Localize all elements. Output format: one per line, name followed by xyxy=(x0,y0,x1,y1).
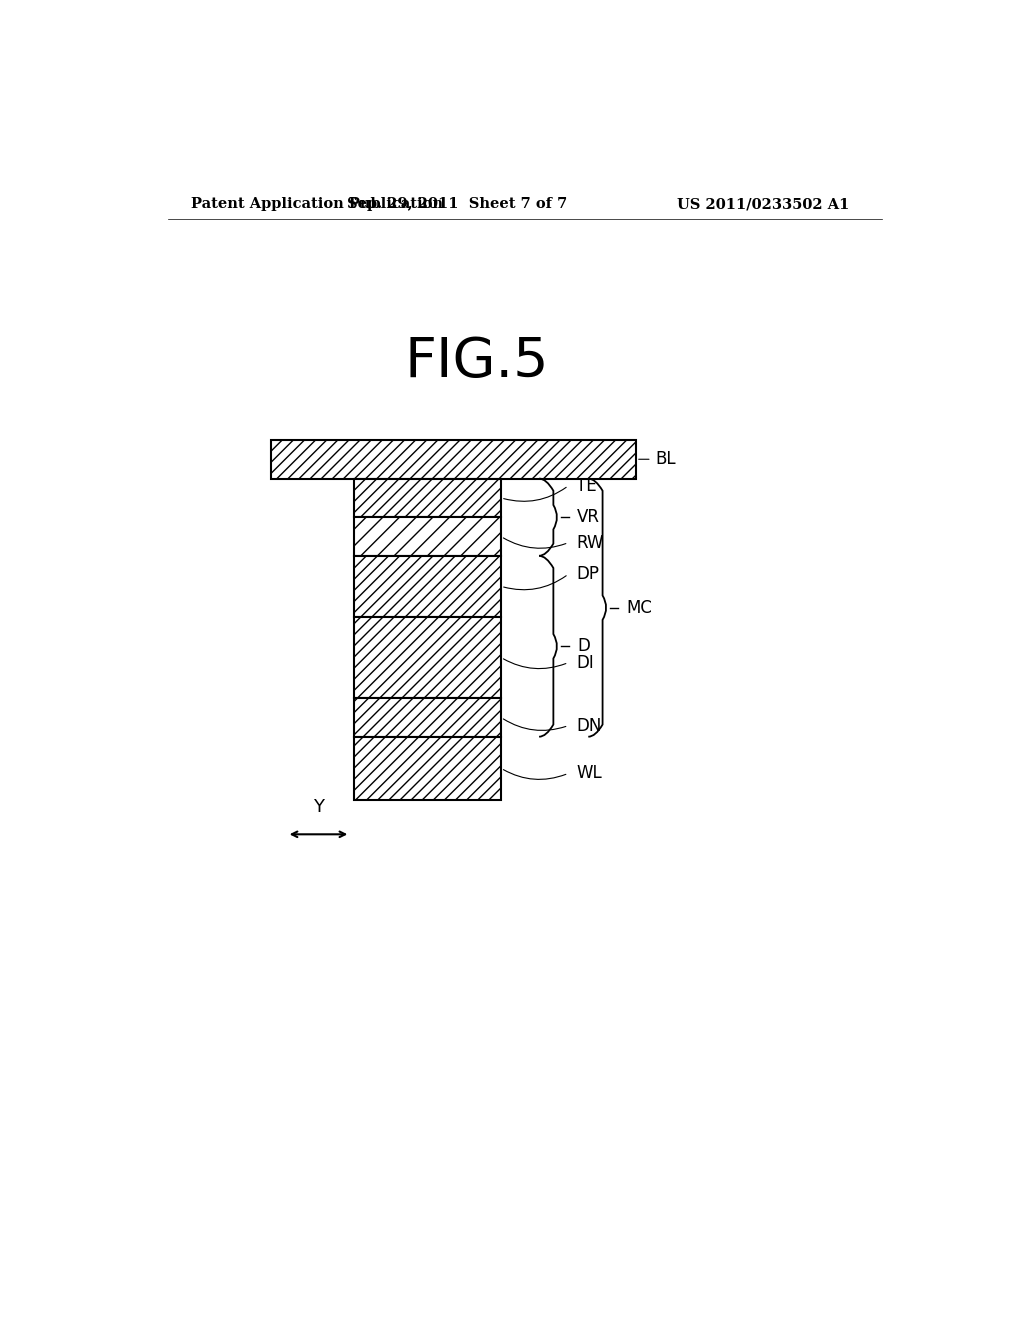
Bar xyxy=(354,737,501,800)
Text: DP: DP xyxy=(577,565,599,583)
Text: MC: MC xyxy=(627,599,652,616)
Text: D: D xyxy=(578,638,590,655)
Bar xyxy=(354,616,501,698)
Bar xyxy=(354,479,501,517)
Text: DN: DN xyxy=(577,717,602,734)
Text: US 2011/0233502 A1: US 2011/0233502 A1 xyxy=(677,197,849,211)
Text: RW: RW xyxy=(577,533,604,552)
Bar xyxy=(354,698,501,737)
Text: WL: WL xyxy=(577,764,602,783)
Text: Sep. 29, 2011  Sheet 7 of 7: Sep. 29, 2011 Sheet 7 of 7 xyxy=(347,197,567,211)
Text: BL: BL xyxy=(655,450,677,469)
Text: Patent Application Publication: Patent Application Publication xyxy=(191,197,443,211)
Text: FIG.5: FIG.5 xyxy=(404,335,550,388)
Bar xyxy=(354,556,501,616)
Text: DI: DI xyxy=(577,653,594,672)
Bar xyxy=(270,440,636,479)
Text: VR: VR xyxy=(578,508,600,527)
Bar xyxy=(354,517,501,556)
Text: Y: Y xyxy=(313,799,324,816)
Text: TE: TE xyxy=(577,477,597,495)
